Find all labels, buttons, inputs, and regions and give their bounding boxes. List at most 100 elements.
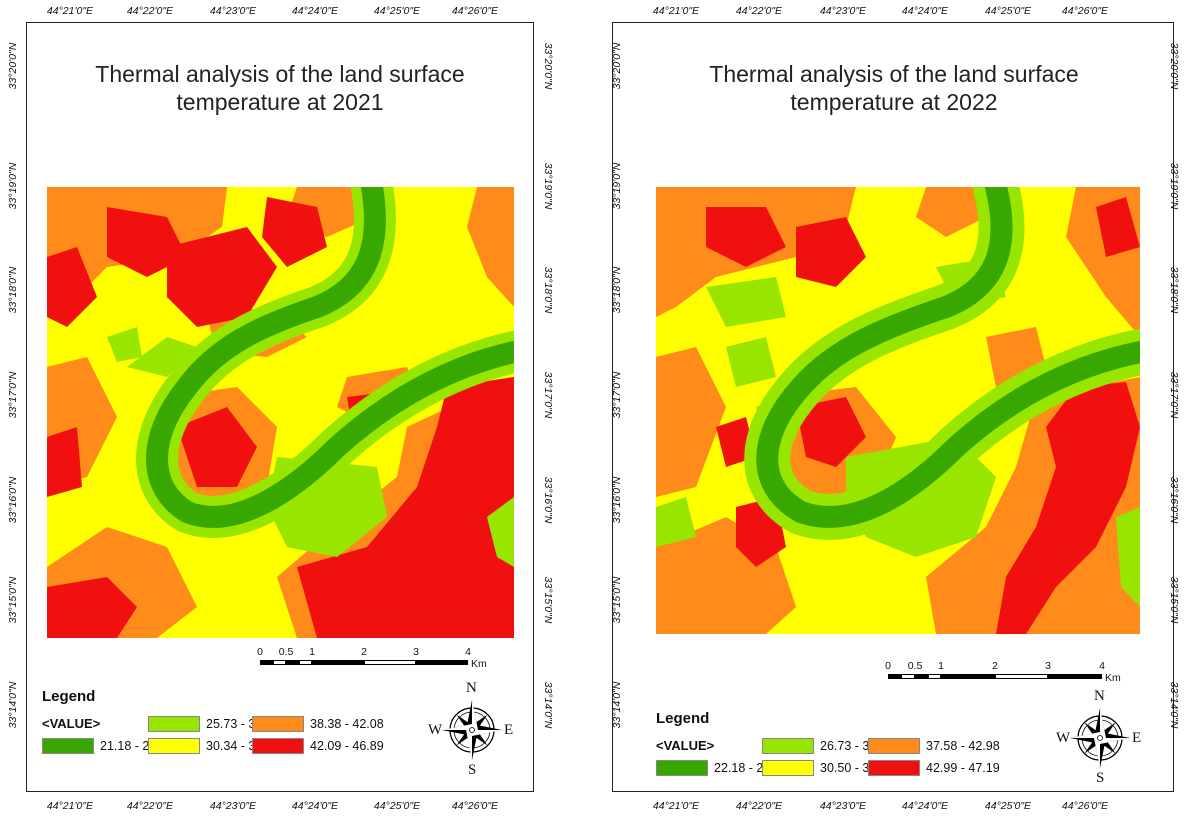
north-arrow-compass-rose: N S E W	[430, 680, 510, 780]
scale-segment	[416, 660, 468, 665]
scale-tick-label: 0	[257, 646, 263, 658]
compass-label: S	[468, 762, 476, 779]
scale-segment	[888, 674, 901, 679]
scale-bar: 0 0.5 1 2 3 4 Km	[260, 646, 500, 670]
legend-label: 38.38 - 42.08	[310, 717, 384, 731]
scale-tick-label: 2	[361, 646, 367, 658]
scale-segment	[260, 660, 273, 665]
latitude-label: 33°15'0"N	[1168, 577, 1180, 624]
latitude-label: 33°19'0"N	[542, 163, 554, 210]
longitude-label: 44°26'0"E	[1062, 5, 1108, 17]
longitude-label: 44°26'0"E	[452, 5, 498, 17]
compass-label: N	[466, 680, 477, 697]
longitude-label: 44°24'0"E	[292, 5, 338, 17]
longitude-label: 44°22'0"E	[736, 5, 782, 17]
latitude-label: 33°15'0"N	[542, 577, 554, 624]
longitude-label: 44°26'0"E	[1062, 800, 1108, 812]
longitude-label: 44°25'0"E	[374, 800, 420, 812]
map-title: Thermal analysis of the land surface tem…	[60, 60, 500, 116]
compass-rose-icon	[1068, 706, 1132, 770]
map-title: Thermal analysis of the land surface tem…	[674, 60, 1114, 116]
scale-tick-label: 1	[309, 646, 315, 658]
latitude-label: 33°15'0"N	[611, 577, 623, 624]
legend-swatch	[148, 738, 200, 754]
longitude-label: 44°26'0"E	[452, 800, 498, 812]
compass-label: S	[1096, 770, 1104, 787]
compass-label: E	[504, 722, 513, 739]
legend-title: Legend	[656, 710, 709, 727]
map-title-line: temperature at 2022	[674, 88, 1114, 116]
scale-tick-label: 0.5	[279, 646, 294, 658]
legend-title: Legend	[42, 688, 95, 705]
scale-tick-label: 3	[1045, 660, 1051, 672]
legend-field: <VALUE>	[42, 716, 100, 731]
legend-label: 42.99 - 47.19	[926, 761, 1000, 775]
scale-tick-label: 4	[1099, 660, 1105, 672]
longitude-label: 44°21'0"E	[653, 800, 699, 812]
map-title-line: Thermal analysis of the land surface	[674, 60, 1114, 88]
longitude-label: 44°23'0"E	[210, 5, 256, 17]
longitude-label: 44°21'0"E	[653, 5, 699, 17]
land-surface-temperature-raster	[47, 187, 514, 638]
legend-swatch	[868, 760, 920, 776]
longitude-label: 44°23'0"E	[820, 800, 866, 812]
compass-rose-icon	[440, 698, 504, 762]
scale-segment	[1048, 674, 1102, 679]
scale-segment	[299, 660, 312, 665]
legend-label: 42.09 - 46.89	[310, 739, 384, 753]
scale-tick-label: 1	[938, 660, 944, 672]
scale-tick-label: 4	[465, 646, 471, 658]
map-title-line: Thermal analysis of the land surface	[60, 60, 500, 88]
latitude-label: 33°17'0"N	[7, 372, 19, 419]
legend-swatch	[252, 716, 304, 732]
latitude-label: 33°16'0"N	[611, 477, 623, 524]
latitude-label: 33°15'0"N	[7, 577, 19, 624]
latitude-label: 33°20'0"N	[542, 43, 554, 90]
land-surface-temperature-raster	[656, 187, 1140, 634]
longitude-label: 44°25'0"E	[374, 5, 420, 17]
latitude-label: 33°14'0"N	[611, 682, 623, 729]
map-panel-2022: 44°21'0"E 44°22'0"E 44°23'0"E 44°24'0"E …	[584, 0, 1192, 820]
scale-segment	[273, 660, 286, 665]
latitude-label: 33°14'0"N	[1168, 682, 1180, 729]
longitude-label: 44°25'0"E	[985, 5, 1031, 17]
scale-tick-label: 3	[413, 646, 419, 658]
latitude-label: 33°20'0"N	[1168, 43, 1180, 90]
latitude-label: 33°18'0"N	[7, 267, 19, 314]
legend-swatch	[868, 738, 920, 754]
scale-bar: 0 0.5 1 2 3 4 Km	[888, 660, 1138, 684]
scale-segment	[915, 674, 928, 679]
latitude-label: 33°20'0"N	[611, 43, 623, 90]
compass-label: E	[1132, 730, 1141, 747]
longitude-label: 44°21'0"E	[47, 5, 93, 17]
legend-swatch	[762, 738, 814, 754]
scale-segment	[928, 674, 941, 679]
compass-label: N	[1094, 688, 1105, 705]
latitude-label: 33°18'0"N	[1168, 267, 1180, 314]
scale-segment	[286, 660, 299, 665]
scale-segment	[995, 674, 1048, 679]
legend-swatch	[42, 738, 94, 754]
longitude-label: 44°24'0"E	[292, 800, 338, 812]
legend-field: <VALUE>	[656, 738, 714, 753]
latitude-label: 33°16'0"N	[1168, 477, 1180, 524]
scale-unit: Km	[1105, 672, 1121, 684]
north-arrow-compass-rose: N S E W	[1058, 688, 1138, 788]
latitude-label: 33°17'0"N	[1168, 372, 1180, 419]
longitude-label: 44°23'0"E	[210, 800, 256, 812]
map-panel-2021: 44°21'0"E 44°22'0"E 44°23'0"E 44°24'0"E …	[0, 0, 566, 820]
latitude-label: 33°14'0"N	[7, 682, 19, 729]
latitude-label: 33°19'0"N	[7, 163, 19, 210]
scale-segment	[364, 660, 416, 665]
longitude-label: 44°22'0"E	[127, 5, 173, 17]
map-title-line: temperature at 2021	[60, 88, 500, 116]
longitude-label: 44°22'0"E	[736, 800, 782, 812]
legend-swatch	[656, 760, 708, 776]
latitude-label: 33°18'0"N	[611, 267, 623, 314]
legend-swatch	[252, 738, 304, 754]
scale-segment	[941, 674, 995, 679]
scale-segment	[901, 674, 915, 679]
scale-tick-label: 0.5	[908, 660, 923, 672]
longitude-label: 44°23'0"E	[820, 5, 866, 17]
latitude-label: 33°17'0"N	[611, 372, 623, 419]
